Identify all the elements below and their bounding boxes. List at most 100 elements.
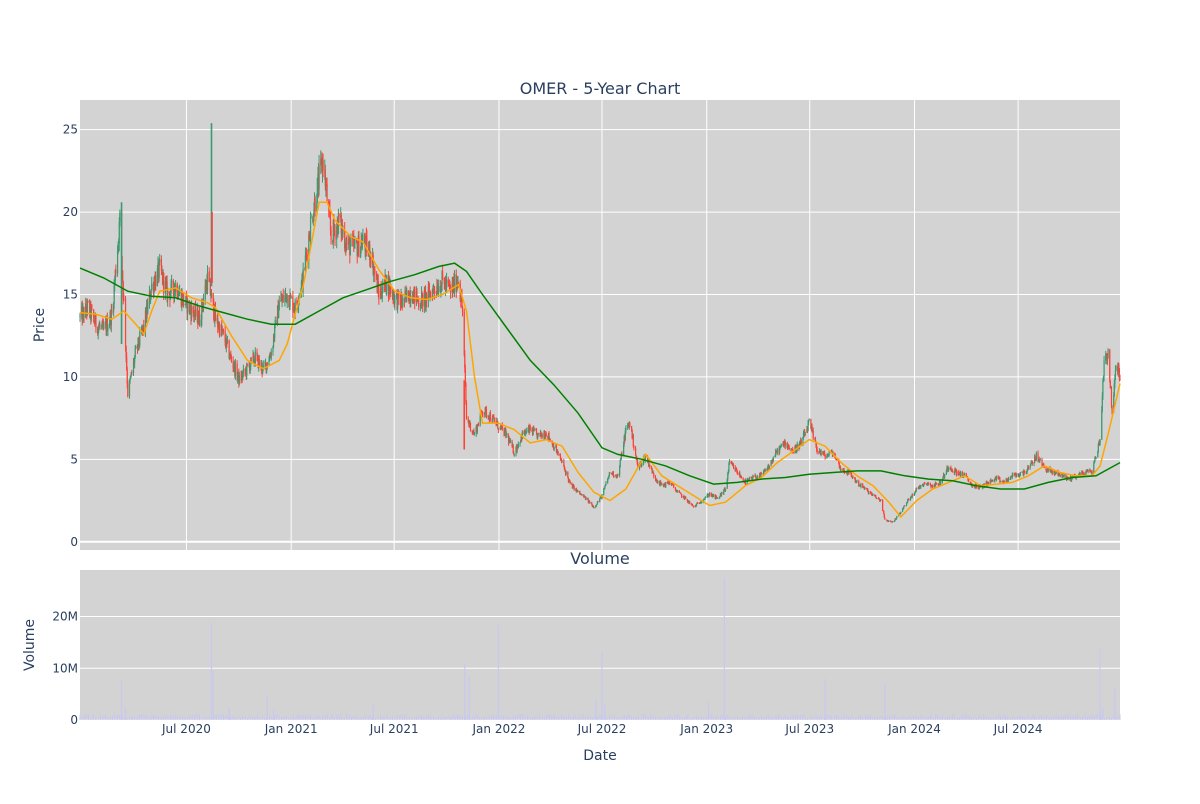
candle-body [149, 297, 152, 301]
candle-body [290, 294, 292, 297]
candle-body [79, 314, 81, 318]
volume-bar [159, 717, 161, 720]
volume-bar [444, 716, 446, 720]
volume-bar [359, 716, 361, 720]
candle-body [986, 481, 988, 486]
volume-bar [475, 714, 477, 720]
candle-body [289, 294, 291, 307]
volume-bar [738, 717, 740, 720]
candle-body [724, 488, 727, 491]
volume-bar [185, 717, 187, 720]
candle-body [436, 286, 439, 294]
candle-body [581, 494, 583, 496]
candle-body [999, 481, 1002, 483]
volume-bar [542, 715, 544, 720]
volume-bar [106, 716, 108, 720]
volume-bar [953, 714, 955, 720]
volume-bar [241, 715, 243, 720]
candle-body [541, 434, 543, 437]
volume-bar [851, 715, 853, 720]
candle-body [189, 306, 192, 311]
candle-body [1081, 471, 1083, 477]
candle-body [197, 321, 200, 325]
candle-body [794, 446, 797, 448]
volume-bar [632, 717, 634, 720]
candle-body [641, 463, 643, 466]
volume-bar [608, 713, 610, 720]
candle-body [158, 261, 160, 278]
candle-body [304, 255, 307, 270]
candle-body [607, 478, 609, 483]
candle-body [708, 493, 711, 496]
candle-body [208, 271, 210, 282]
candle-body [102, 322, 104, 328]
volume-bar [320, 718, 322, 720]
candle-body [901, 509, 904, 512]
volume-bar [1112, 716, 1114, 720]
candle-body [375, 274, 378, 277]
volume-bar [754, 716, 756, 720]
volume-bar [762, 716, 764, 720]
candle-body [954, 468, 956, 474]
candle-body [222, 329, 225, 331]
volume-bar [219, 715, 221, 720]
volume-bar [943, 718, 945, 720]
candle-body [447, 279, 449, 284]
candle-body [1054, 473, 1056, 475]
candle-body [338, 213, 340, 218]
candle-body [624, 430, 626, 441]
candle-body [669, 481, 671, 484]
candle-body [516, 446, 518, 451]
candle-body [385, 290, 387, 292]
volume-bar [1100, 714, 1102, 720]
candle-body [1099, 439, 1101, 445]
candle-body [1089, 469, 1091, 472]
candle-body [704, 497, 706, 499]
volume-bar [713, 716, 715, 720]
candle-body [147, 303, 149, 314]
volume-bar [528, 716, 530, 720]
candle-body [167, 291, 169, 301]
volume-bar [89, 718, 91, 720]
candle-body [599, 496, 601, 499]
volume-bar [759, 717, 761, 720]
candle-body [616, 474, 618, 478]
candle-body [768, 465, 770, 469]
candle-body [262, 366, 264, 373]
candle-body [894, 518, 896, 521]
candle-body [457, 281, 460, 284]
volume-tick-label: 10M [52, 661, 78, 675]
volume-bar [152, 714, 154, 720]
volume-bar [856, 717, 858, 720]
volume-bar [916, 715, 918, 720]
volume-bar [725, 715, 727, 720]
candle-body [703, 499, 705, 501]
volume-bar [258, 716, 260, 720]
candle-body [322, 160, 324, 171]
candle-body [129, 378, 131, 381]
volume-bar [731, 717, 733, 720]
candle-body [776, 448, 778, 453]
volume-bar-spike [723, 577, 725, 720]
candle-body [954, 468, 957, 471]
volume-bar [926, 716, 928, 720]
candle-body [1114, 379, 1116, 384]
candle-body [651, 468, 653, 474]
candle-body [902, 508, 904, 510]
volume-bar [994, 715, 996, 720]
volume-bar [482, 717, 484, 720]
volume-bar [649, 714, 651, 720]
volume-bar [952, 713, 954, 720]
candle-body [860, 483, 862, 487]
candle-body [1095, 457, 1097, 459]
volume-bar [438, 717, 440, 720]
candle-body [1011, 473, 1014, 478]
candle-body [437, 291, 439, 294]
candle-body [854, 477, 856, 479]
candle-body [878, 498, 880, 500]
volume-bar [101, 716, 103, 720]
candle-body [652, 471, 654, 474]
volume-bar [1117, 715, 1119, 720]
volume-bar [612, 715, 614, 720]
candle-body [468, 421, 470, 424]
